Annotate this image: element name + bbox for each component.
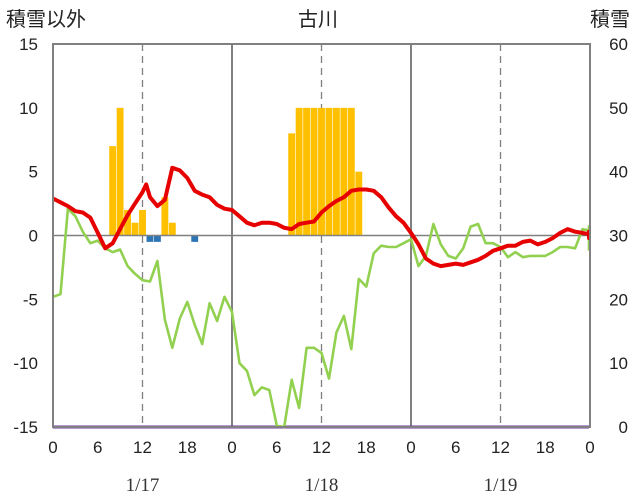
date-label-0: 1/17 bbox=[126, 475, 160, 496]
orange-bar-10 bbox=[310, 107, 318, 236]
x-tick-label-8: 0 bbox=[406, 438, 415, 457]
right-tick-label-0: 60 bbox=[609, 35, 628, 54]
left-tick-label-2: 5 bbox=[29, 163, 38, 182]
orange-bar-6 bbox=[168, 222, 176, 236]
orange-bar-8 bbox=[295, 107, 303, 236]
x-tick-label-6: 12 bbox=[312, 438, 331, 457]
orange-bar-16 bbox=[355, 171, 363, 236]
x-tick-label-2: 12 bbox=[133, 438, 152, 457]
x-tick-label-7: 18 bbox=[357, 438, 376, 457]
x-tick-label-0: 0 bbox=[48, 438, 57, 457]
left-tick-label-1: 10 bbox=[19, 99, 38, 118]
x-tick-label-5: 6 bbox=[272, 438, 281, 457]
plot-frame bbox=[52, 43, 591, 428]
chart-title: 古川 bbox=[298, 7, 338, 31]
blue-bar-0 bbox=[146, 235, 154, 242]
orange-bar-4 bbox=[139, 209, 146, 236]
orange-bar-2 bbox=[124, 209, 132, 236]
date-label-2: 1/19 bbox=[484, 475, 518, 496]
orange-bar-5 bbox=[161, 197, 169, 236]
orange-bar-13 bbox=[332, 107, 340, 236]
right-tick-label-6: 0 bbox=[619, 418, 628, 437]
orange-bar-7 bbox=[288, 133, 296, 236]
x-tick-label-9: 6 bbox=[451, 438, 460, 457]
x-tick-label-3: 18 bbox=[178, 438, 197, 457]
x-tick-label-10: 12 bbox=[491, 438, 510, 457]
date-labels: 1/17 1/18 1/19 bbox=[126, 475, 518, 496]
bar-series bbox=[109, 107, 363, 242]
left-axis-title: 積雪以外 bbox=[6, 7, 86, 31]
left-tick-label-0: 15 bbox=[19, 35, 38, 54]
left-tick-label-4: -5 bbox=[23, 290, 38, 309]
right-tick-label-5: 10 bbox=[609, 354, 628, 373]
right-tick-label-1: 50 bbox=[609, 99, 628, 118]
blue-bar-2 bbox=[191, 235, 199, 242]
x-tick-label-4: 0 bbox=[227, 438, 236, 457]
orange-bar-1 bbox=[116, 107, 124, 236]
orange-bar-11 bbox=[318, 107, 325, 236]
green-line bbox=[52, 207, 591, 429]
orange-bar-14 bbox=[340, 107, 348, 236]
date-label-1: 1/18 bbox=[305, 475, 339, 496]
right-axis-title: 積雪 bbox=[590, 7, 630, 31]
right-axis-ticks: 60 50 40 30 20 10 0 bbox=[609, 35, 628, 437]
left-tick-label-6: -15 bbox=[13, 418, 38, 437]
orange-bar-12 bbox=[325, 107, 333, 236]
x-tick-label-11: 18 bbox=[536, 438, 555, 457]
orange-bar-3 bbox=[131, 222, 139, 236]
x-axis-ticks: 0 6 12 18 0 6 12 18 0 6 12 18 0 bbox=[48, 438, 594, 457]
blue-bar-1 bbox=[153, 235, 161, 242]
left-tick-label-3: 0 bbox=[29, 227, 38, 246]
orange-bar-0 bbox=[109, 146, 117, 236]
red-line bbox=[52, 165, 591, 269]
x-tick-label-12: 0 bbox=[585, 438, 594, 457]
orange-bar-15 bbox=[347, 107, 355, 236]
right-tick-label-4: 20 bbox=[609, 290, 628, 309]
left-tick-label-5: -10 bbox=[13, 354, 38, 373]
right-tick-label-3: 30 bbox=[609, 227, 628, 246]
orange-bar-9 bbox=[303, 107, 311, 236]
right-tick-label-2: 40 bbox=[609, 163, 628, 182]
left-axis-ticks: 15 10 5 0 -5 -10 -15 bbox=[13, 35, 38, 437]
x-tick-label-1: 6 bbox=[93, 438, 102, 457]
